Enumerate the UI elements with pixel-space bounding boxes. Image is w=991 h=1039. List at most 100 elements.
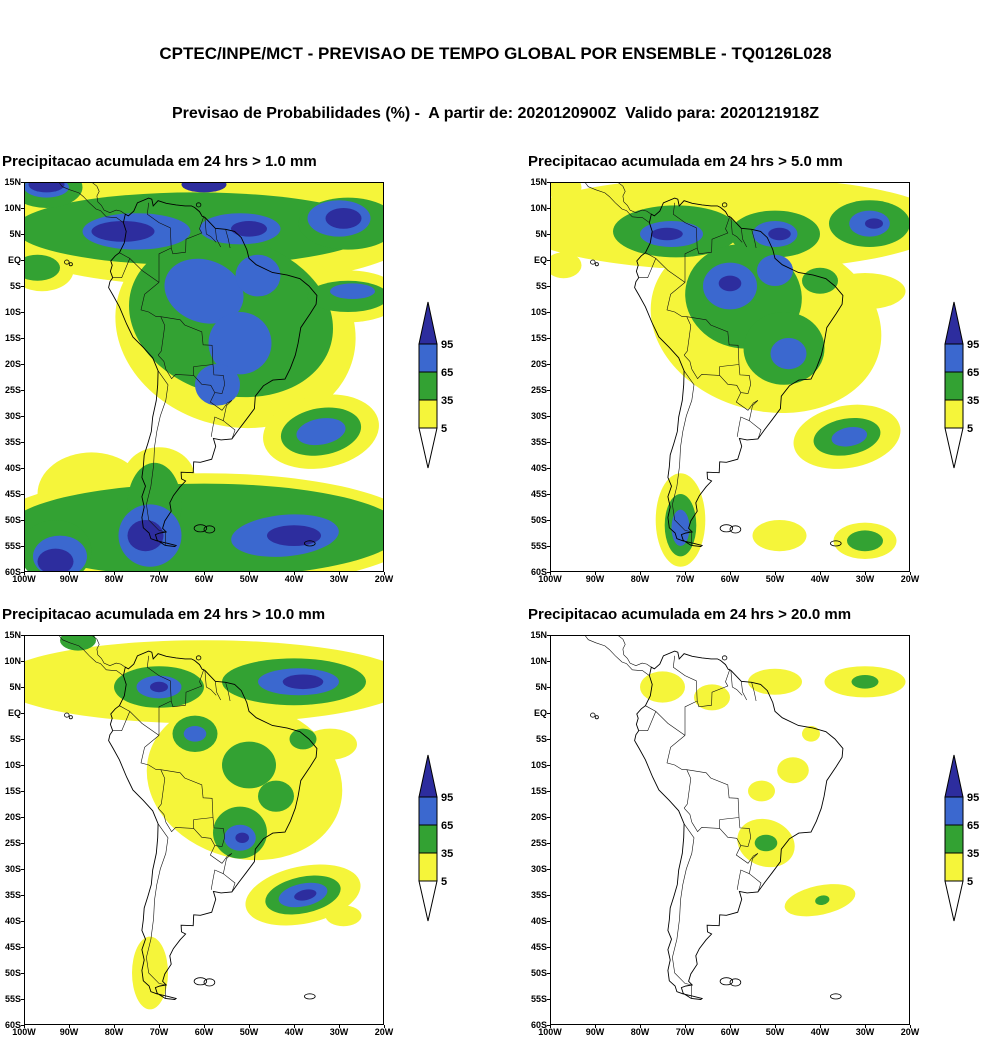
country-border <box>223 420 236 440</box>
probability-region <box>235 832 249 843</box>
probability-region <box>748 668 802 695</box>
axis-tick <box>547 364 550 365</box>
x-axis-label: 50W <box>765 574 785 584</box>
probability-region <box>183 726 207 742</box>
island-outline <box>195 655 202 661</box>
probability-region <box>802 726 820 742</box>
island-outline <box>721 655 728 661</box>
probability-region <box>754 834 778 852</box>
y-axis-label: 60S <box>4 567 21 577</box>
colorbar-arrow-top <box>418 301 438 345</box>
country-border <box>215 228 221 248</box>
map-canvas <box>0 166 420 588</box>
panel-title: Precipitacao acumulada em 24 hrs > 20.0 … <box>528 606 852 623</box>
island-outline <box>64 712 70 718</box>
axis-tick <box>69 572 70 575</box>
axis-tick <box>21 791 24 792</box>
map-plot: 15N 10N 5N EQ 5S 10S 15S 20S 25S 30S 35S 40S 45S 50S 5… <box>514 174 991 586</box>
colorbar-segment-65 <box>418 796 438 826</box>
y-axis-label: 15N <box>530 177 547 187</box>
axis-tick <box>910 572 911 575</box>
colorbar-canvas: 95 65 35 5 <box>944 301 979 469</box>
axis-tick <box>21 338 24 339</box>
x-axis-label: 80W <box>104 1027 124 1037</box>
axis-tick <box>595 572 596 575</box>
island-outline <box>64 259 70 265</box>
axis-tick <box>547 817 550 818</box>
colorbar-label: 95 <box>967 339 979 351</box>
y-axis-label: 50S <box>4 515 21 525</box>
map-canvas <box>550 634 910 1025</box>
colorbar-segment-65 <box>944 343 964 373</box>
probability-region <box>195 364 240 406</box>
country-border <box>683 354 693 370</box>
colorbar-label: 5 <box>967 423 973 435</box>
x-axis-label: 90W <box>59 574 79 584</box>
island-outline <box>729 525 742 534</box>
axis-tick <box>384 572 385 575</box>
x-axis-label: 100W <box>538 574 562 584</box>
axis-tick <box>547 546 550 547</box>
axis-tick <box>21 765 24 766</box>
main-title: CPTEC/INPE/MCT - PREVISAO DE TEMPO GLOBA… <box>159 44 832 63</box>
y-axis-label: 20S <box>4 359 21 369</box>
country-border <box>749 420 762 440</box>
island-outline <box>590 259 596 265</box>
probability-region <box>267 525 321 546</box>
axis-tick <box>21 817 24 818</box>
island-outline <box>721 202 728 208</box>
colorbar-label: 5 <box>441 423 447 435</box>
country-border <box>672 202 698 283</box>
y-axis-label: 10S <box>4 307 21 317</box>
axis-tick <box>640 1025 641 1028</box>
country-border <box>165 817 214 833</box>
country-border <box>157 807 167 823</box>
probability-region <box>91 221 155 242</box>
country-border <box>749 873 762 893</box>
y-axis-label: 30S <box>4 864 21 874</box>
x-axis-label: 20W <box>374 574 394 584</box>
y-axis-label: 5N <box>535 229 547 239</box>
country-border <box>165 364 214 380</box>
axis-tick <box>547 895 550 896</box>
colorbar-canvas: 95 65 35 5 <box>418 754 453 922</box>
island-outline <box>719 524 734 533</box>
probability-region <box>748 780 775 802</box>
axis-tick <box>159 572 160 575</box>
colorbar: 95 65 35 5 <box>942 753 991 928</box>
country-border <box>730 670 743 696</box>
y-axis-label: 45S <box>4 942 21 952</box>
country-border <box>193 364 226 394</box>
x-axis-label: 30W <box>855 574 875 584</box>
y-axis-label: 10N <box>530 203 547 213</box>
y-axis-label: 15N <box>530 630 547 640</box>
country-border <box>719 364 752 394</box>
probability-region <box>330 283 375 299</box>
axis-tick <box>21 364 24 365</box>
axis-tick <box>114 1025 115 1028</box>
x-axis-label: 100W <box>12 1027 36 1037</box>
country-border <box>223 873 236 893</box>
probability-region <box>752 520 807 552</box>
country-border <box>696 668 731 708</box>
colorbar-arrow-top <box>418 754 438 798</box>
panel-title: Precipitacao acumulada em 24 hrs > 10.0 … <box>2 606 326 623</box>
axis-tick <box>730 1025 731 1028</box>
y-axis-label: 5S <box>9 734 21 744</box>
coastline <box>634 197 844 547</box>
axis-tick <box>249 572 250 575</box>
axis-tick <box>384 1025 385 1028</box>
probability-region <box>294 889 317 901</box>
y-axis-label: 30S <box>530 864 547 874</box>
axis-tick <box>21 260 24 261</box>
country-border <box>157 354 167 370</box>
y-axis-label: 25S <box>4 385 21 395</box>
axis-tick <box>294 1025 295 1028</box>
probability-region <box>127 520 164 552</box>
country-border <box>193 817 226 847</box>
probability-region <box>164 258 244 324</box>
y-axis-label: 5N <box>535 682 547 692</box>
map-area <box>514 174 946 572</box>
country-border <box>683 807 693 823</box>
x-axis-label: 100W <box>12 574 36 584</box>
